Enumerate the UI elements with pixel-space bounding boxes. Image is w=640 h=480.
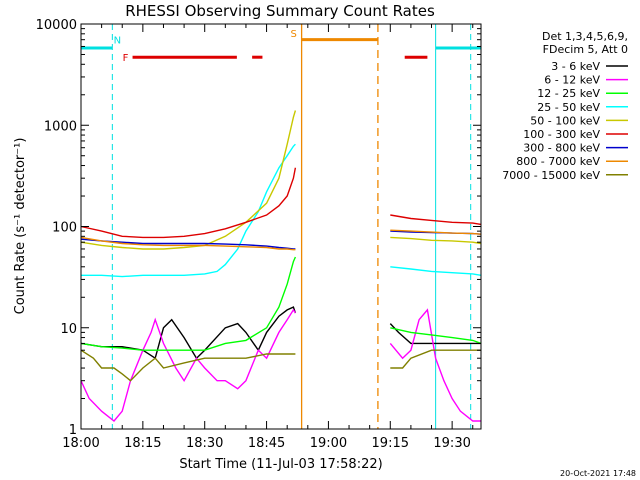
flag-annotation-f: F (123, 53, 129, 64)
series-line-3 (390, 266, 482, 276)
legend-header-line: FDecim 5, Att 0 (543, 43, 628, 56)
flag-annotation-s: S (290, 29, 296, 40)
series-line-2 (80, 256, 297, 351)
legend-label-0: 3 - 6 keV (551, 60, 600, 73)
series-line-3 (81, 143, 296, 278)
legend-label-3: 25 - 50 keV (537, 101, 600, 114)
x-tick-label: 19:00 (310, 436, 347, 451)
series-line-5 (80, 167, 297, 239)
series-line-7 (80, 236, 296, 251)
y-tick-label: 1000 (44, 119, 77, 134)
legend-label-6: 300 - 800 keV (523, 142, 600, 155)
series-line-4 (80, 110, 297, 250)
x-tick-label: 18:00 (62, 436, 99, 451)
chart-title: RHESSI Observing Summary Count Rates (125, 2, 435, 20)
y-axis-title: Count Rate (s⁻¹ detector⁻¹) (13, 138, 28, 315)
x-tick-label: 19:15 (372, 436, 409, 451)
x-tick-label: 18:15 (124, 436, 161, 451)
series-line-1 (80, 308, 296, 422)
y-tick-label: 1 (69, 423, 77, 438)
x-tick-label: 18:30 (186, 436, 223, 451)
series-line-0 (389, 323, 481, 345)
y-tick-label: 10000 (36, 18, 77, 33)
legend-label-4: 50 - 100 keV (530, 114, 600, 127)
series-line-2 (390, 327, 482, 345)
x-tick-label: 19:30 (433, 436, 470, 451)
series-line-8 (80, 349, 296, 382)
y-tick-label: 100 (52, 221, 77, 236)
x-axis-title: Start Time (11-Jul-03 17:58:22) (179, 457, 382, 472)
plot-frame (80, 23, 482, 430)
legend-label-2: 12 - 25 keV (537, 87, 600, 100)
legend-label-7: 800 - 7000 keV (516, 155, 600, 168)
series-line-5 (390, 214, 482, 226)
series-line-6 (80, 238, 296, 250)
series-line-1 (389, 308, 481, 422)
legend-header-line: Det 1,3,4,5,6,9, (542, 30, 628, 43)
flag-annotation-n: N (114, 36, 121, 47)
series-line-8 (390, 349, 481, 369)
generation-timestamp: 20-Oct-2021 17:48 (560, 469, 636, 478)
series-line-7 (390, 229, 482, 235)
legend-label-8: 7000 - 15000 keV (502, 169, 600, 182)
legend-label-1: 6 - 12 keV (544, 74, 600, 87)
legend-label-5: 100 - 300 keV (523, 128, 600, 141)
series-line-4 (390, 236, 482, 245)
y-tick-label: 10 (60, 322, 77, 337)
x-tick-label: 18:45 (248, 436, 285, 451)
